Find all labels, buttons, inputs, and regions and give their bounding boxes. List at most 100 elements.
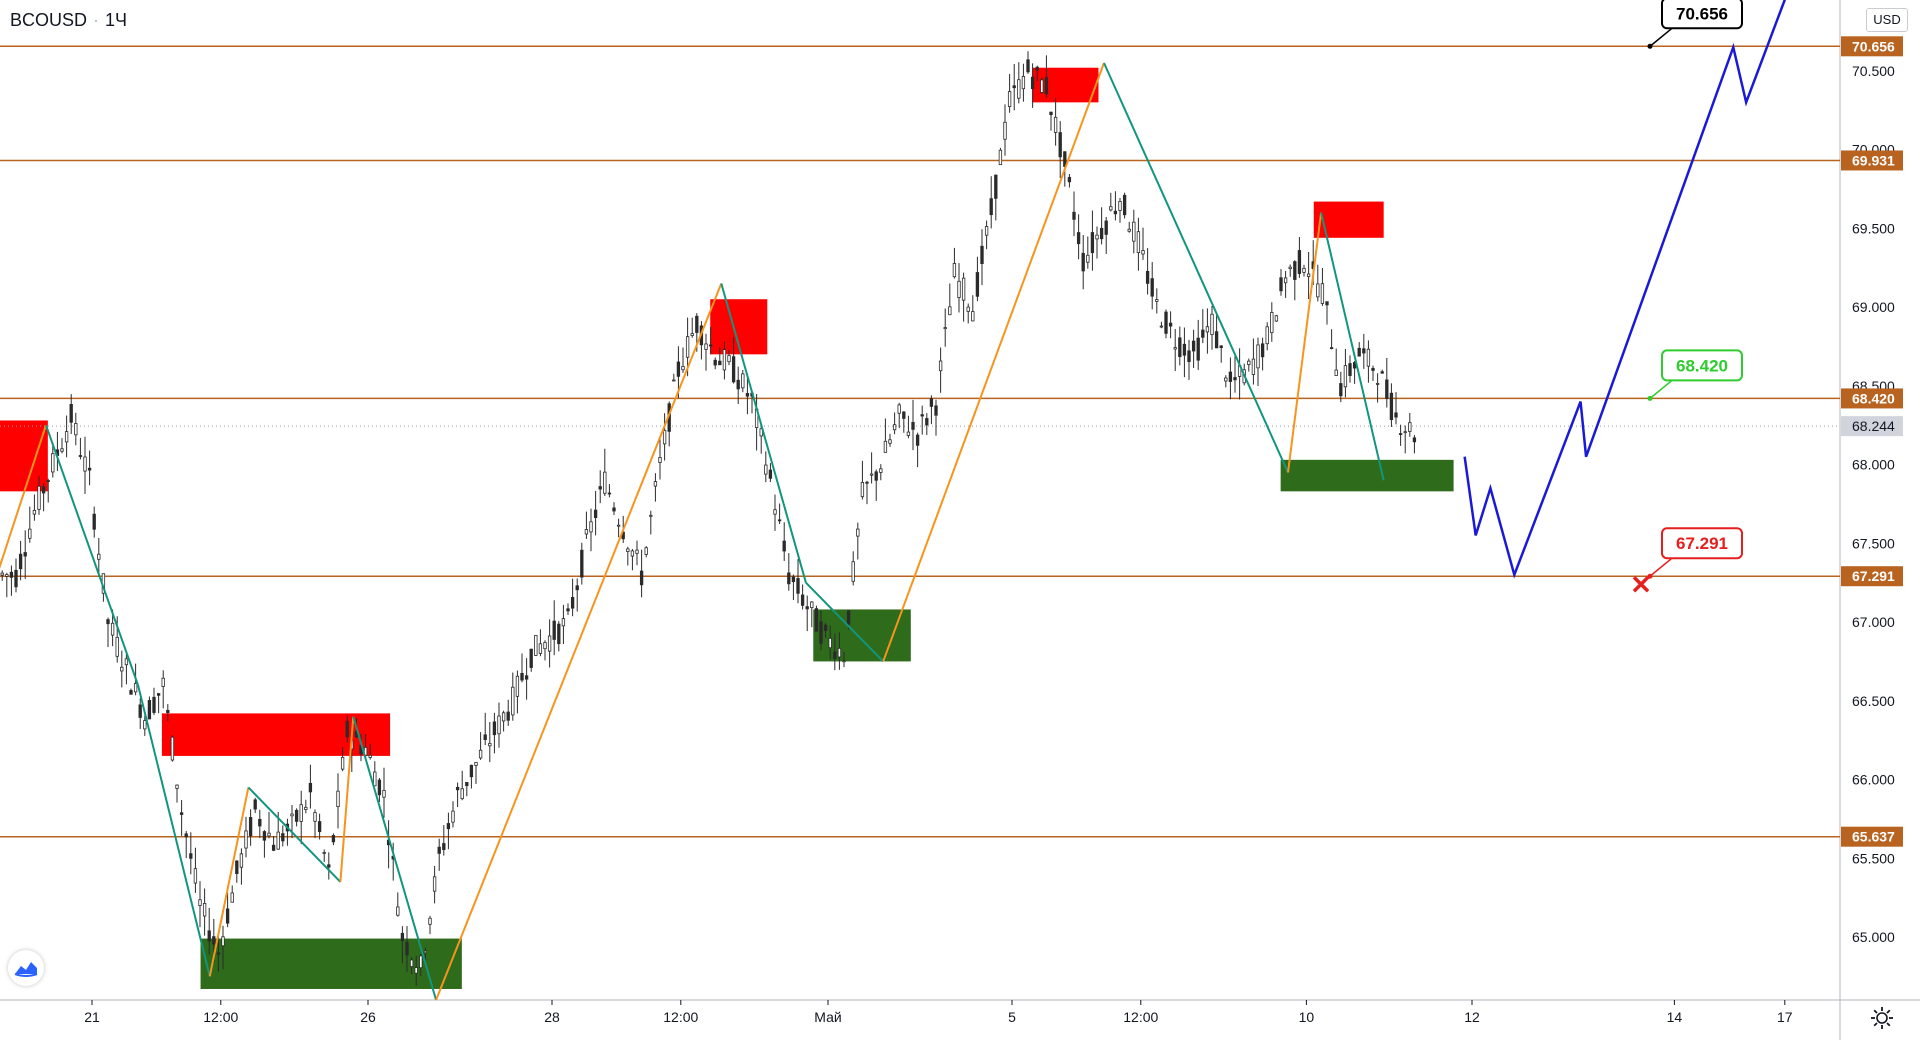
candle-body bbox=[1371, 367, 1375, 371]
candle-body bbox=[1030, 76, 1035, 90]
demand-zone bbox=[200, 938, 462, 989]
candle-body bbox=[994, 174, 998, 199]
candle-body bbox=[373, 771, 377, 787]
candle-body bbox=[639, 570, 644, 586]
level-price-tag bbox=[1841, 36, 1903, 57]
x-tick-label: 21 bbox=[84, 1009, 100, 1025]
candle-body bbox=[446, 823, 451, 830]
candle-body bbox=[97, 553, 101, 560]
candle-body bbox=[1099, 227, 1104, 240]
candle-body bbox=[451, 810, 455, 823]
candle-body bbox=[478, 749, 483, 759]
candle-body bbox=[1233, 377, 1237, 381]
candle-body bbox=[920, 414, 924, 417]
y-tick-label: 69.500 bbox=[1852, 220, 1895, 236]
candle-body bbox=[225, 908, 230, 924]
currency-button[interactable]: USD bbox=[1866, 8, 1908, 32]
callout-text: 70.656 bbox=[1676, 4, 1728, 23]
candle-body bbox=[1182, 343, 1187, 356]
symbol-header[interactable]: BCOUSD · 1Ч bbox=[10, 10, 127, 31]
callout-pointer bbox=[1649, 557, 1673, 577]
candle-body bbox=[281, 833, 285, 842]
candle-body bbox=[1320, 283, 1325, 304]
candle-body bbox=[883, 440, 888, 453]
candle-body bbox=[69, 404, 73, 423]
y-tick-label: 66.500 bbox=[1852, 693, 1895, 709]
candle-body bbox=[138, 704, 142, 718]
candle-body bbox=[409, 959, 414, 967]
candle-body bbox=[635, 549, 639, 554]
candle-body bbox=[1283, 277, 1288, 284]
candle-body bbox=[603, 471, 607, 494]
candle-body bbox=[851, 561, 855, 582]
candle-body bbox=[943, 327, 947, 330]
candle-body bbox=[1044, 77, 1049, 95]
candle-body bbox=[1026, 59, 1030, 73]
gear-icon[interactable] bbox=[1868, 1004, 1896, 1032]
candle-body bbox=[644, 547, 648, 555]
candle-body bbox=[193, 868, 198, 884]
candle-body bbox=[147, 700, 152, 720]
candle-body bbox=[290, 813, 294, 817]
candle-body bbox=[115, 636, 119, 657]
candle-body bbox=[382, 790, 386, 798]
callout-text: 67.291 bbox=[1676, 534, 1728, 553]
candle-body bbox=[1196, 337, 1200, 361]
zigzag-segment bbox=[720, 283, 807, 583]
candle-body bbox=[1067, 176, 1072, 183]
candle-body bbox=[267, 832, 271, 837]
candle-body bbox=[1113, 210, 1118, 215]
candle-body bbox=[566, 608, 570, 612]
level-price-label: 68.420 bbox=[1852, 390, 1895, 406]
candle-body bbox=[423, 950, 428, 954]
candle-body bbox=[340, 757, 345, 770]
candle-body bbox=[1389, 392, 1394, 421]
plot-background bbox=[0, 0, 1840, 1000]
candle-body bbox=[782, 540, 786, 552]
candle-body bbox=[1380, 371, 1384, 374]
candle-body bbox=[1325, 301, 1329, 306]
candle-body bbox=[78, 455, 83, 457]
candle-body bbox=[1408, 422, 1412, 432]
candle-body bbox=[317, 821, 322, 832]
candle-body bbox=[736, 379, 740, 390]
candle-body bbox=[202, 903, 207, 917]
candle-body bbox=[819, 621, 823, 644]
zigzag-segment bbox=[805, 581, 884, 663]
timeframe-label[interactable]: 1Ч bbox=[105, 10, 128, 30]
candle-body bbox=[708, 344, 713, 347]
candles-layer bbox=[0, 51, 1417, 986]
candle-body bbox=[925, 418, 929, 426]
candle-body bbox=[589, 521, 593, 533]
candle-body bbox=[405, 941, 409, 956]
candle-body bbox=[1201, 329, 1205, 338]
candle-body bbox=[262, 831, 267, 841]
candle-body bbox=[455, 786, 460, 791]
supply-zone bbox=[1313, 201, 1384, 238]
candle-body bbox=[998, 149, 1003, 166]
candle-body bbox=[437, 846, 441, 854]
candle-body bbox=[396, 906, 400, 916]
candle-body bbox=[662, 429, 667, 445]
candle-body bbox=[258, 818, 262, 827]
candle-body bbox=[584, 529, 589, 535]
candle-body bbox=[906, 431, 911, 436]
candle-body bbox=[865, 481, 869, 484]
candle-body bbox=[915, 434, 920, 446]
candle-body bbox=[1210, 313, 1214, 336]
tradingview-logo-icon[interactable] bbox=[8, 950, 44, 986]
candle-body bbox=[902, 411, 906, 419]
zigzag-segment bbox=[1103, 62, 1289, 473]
candle-body bbox=[529, 648, 533, 668]
zigzag-segment bbox=[137, 684, 211, 977]
candle-body bbox=[1265, 326, 1269, 345]
callout-box bbox=[1661, 349, 1743, 382]
candle-body bbox=[731, 356, 736, 383]
candle-body bbox=[1339, 383, 1343, 397]
candle-body bbox=[51, 453, 55, 473]
level-price-tag bbox=[1841, 566, 1903, 587]
candle-body bbox=[1095, 234, 1099, 240]
